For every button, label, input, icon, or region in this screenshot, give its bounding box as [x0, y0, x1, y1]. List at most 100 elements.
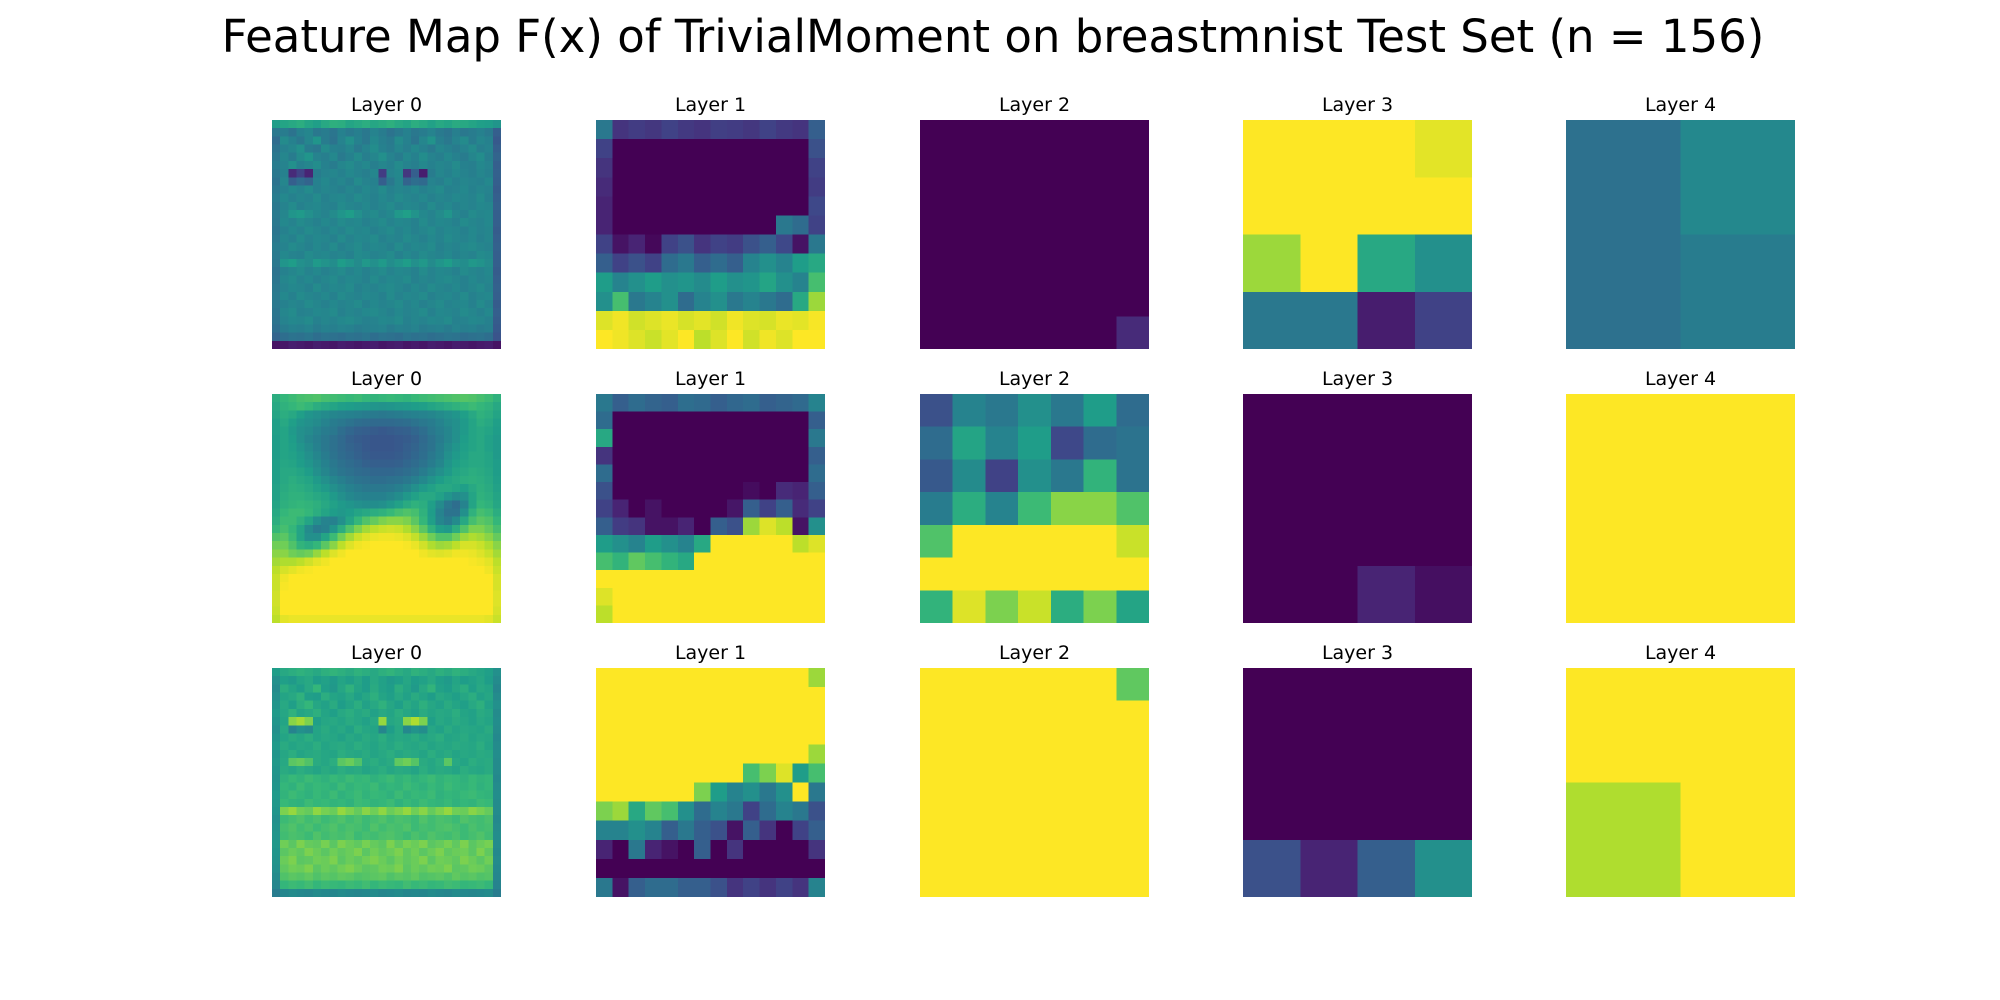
heatmap-cell [443, 692, 453, 702]
heatmap-cell [427, 177, 437, 187]
heatmap-cell [476, 201, 486, 211]
heatmap-cell [443, 308, 453, 317]
heatmap-cell [775, 763, 793, 784]
heatmap-cell [661, 668, 679, 688]
heatmap-cell [280, 549, 289, 559]
heatmap-cell [468, 209, 478, 219]
heatmap-cell [985, 218, 1019, 252]
heatmap-cell [743, 839, 761, 860]
heatmap-cell [337, 590, 347, 600]
heatmap-cell [808, 763, 825, 784]
heatmap-cell [645, 446, 663, 466]
heatmap-cell [419, 757, 428, 767]
heatmap-cell [460, 668, 469, 677]
heatmap-cell [435, 410, 445, 420]
heatmap-cell [296, 467, 306, 477]
heatmap-cell [435, 434, 445, 444]
heatmap-cell [337, 516, 347, 526]
heatmap-cell [645, 177, 663, 197]
heatmap-cell [1243, 234, 1301, 293]
heatmap-cell [492, 402, 501, 411]
heatmap-cell [792, 820, 810, 841]
heatmap [1243, 668, 1472, 897]
heatmap-cell [329, 708, 339, 718]
panel-row1-layer2: Layer 2 [920, 93, 1149, 349]
heatmap-cell [419, 807, 428, 816]
heatmap-cell [435, 815, 445, 824]
heatmap-cell [460, 749, 469, 759]
heatmap-cell [743, 587, 761, 606]
heatmap-cell [312, 418, 322, 428]
heatmap-cell [296, 418, 306, 428]
heatmap-cell [361, 668, 371, 677]
heatmap-cell [484, 316, 494, 326]
heatmap-cell [361, 847, 371, 857]
heatmap-cell [394, 226, 404, 236]
heatmap-cell [435, 807, 445, 816]
heatmap-cell [1357, 839, 1416, 897]
heatmap-cell [419, 201, 428, 211]
heatmap-cell [345, 839, 355, 849]
heatmap-cell [484, 394, 494, 403]
heatmap-cell [1018, 798, 1052, 833]
heatmap-cell [321, 847, 330, 857]
heatmap-cell [272, 807, 281, 816]
heatmap-cell [677, 329, 695, 349]
heatmap-cell [460, 807, 469, 816]
heatmap-cell [419, 340, 428, 349]
heatmap-cell [468, 410, 478, 420]
heatmap-cell [792, 177, 810, 197]
heatmap-cell [312, 185, 322, 195]
heatmap-cell [596, 310, 613, 331]
heatmap-cell [378, 847, 388, 857]
heatmap-cell [1566, 394, 1682, 510]
heatmap-cell [427, 410, 437, 420]
heatmap-cell [296, 831, 306, 841]
heatmap-cell [361, 201, 371, 211]
heatmap-cell [792, 687, 810, 707]
heatmap-cell [386, 459, 396, 469]
heatmap-cell [345, 606, 355, 616]
heatmap-cell [1243, 839, 1301, 897]
heatmap-cell [743, 177, 761, 197]
heatmap-cell [345, 259, 355, 268]
heatmap-cell [411, 275, 420, 285]
heatmap-cell [361, 169, 371, 178]
heatmap-cell [394, 459, 404, 469]
heatmap-cell [694, 858, 712, 879]
heatmap-cell [329, 394, 339, 403]
heatmap-cell [435, 700, 445, 710]
heatmap-cell [694, 517, 712, 536]
heatmap-cell [345, 291, 355, 301]
heatmap-cell [321, 582, 330, 591]
heatmap-cell [386, 209, 396, 219]
heatmap-cell [361, 410, 371, 420]
heatmap-cell [443, 757, 453, 767]
heatmap-cell [394, 177, 404, 187]
heatmap-cell [304, 443, 314, 452]
heatmap-cell [361, 741, 371, 751]
heatmap-cell [775, 158, 793, 178]
heatmap-cell [386, 888, 396, 897]
heatmap-cell [419, 888, 428, 897]
heatmap-cell [296, 508, 306, 518]
heatmap-cell [280, 541, 289, 550]
heatmap-cell [1300, 177, 1359, 236]
heatmap-cell [345, 418, 355, 428]
heatmap-cell [353, 201, 363, 211]
heatmap-cell [345, 856, 355, 865]
heatmap-cell [435, 324, 445, 334]
heatmap-cell [345, 152, 355, 162]
heatmap-cell [775, 482, 793, 501]
heatmap-cell [288, 798, 298, 808]
heatmap-cell [329, 218, 339, 227]
heatmap-cell [411, 847, 420, 857]
heatmap-cell [808, 253, 825, 274]
heatmap-cell [419, 299, 428, 309]
heatmap-cell [361, 573, 371, 583]
heatmap-cell [304, 209, 314, 219]
heatmap-cell [694, 706, 712, 726]
heatmap-cell [985, 250, 1019, 285]
heatmap-cell [378, 516, 388, 526]
heatmap-cell [321, 185, 330, 195]
